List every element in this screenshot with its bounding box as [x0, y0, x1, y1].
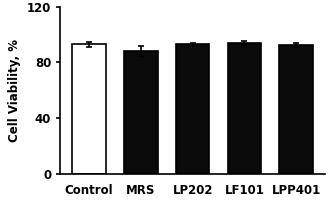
Bar	[227, 43, 261, 174]
Bar	[176, 44, 209, 174]
Bar	[279, 45, 313, 174]
Y-axis label: Cell Viability, %: Cell Viability, %	[8, 39, 21, 142]
Bar	[124, 51, 158, 174]
Bar	[72, 44, 106, 174]
